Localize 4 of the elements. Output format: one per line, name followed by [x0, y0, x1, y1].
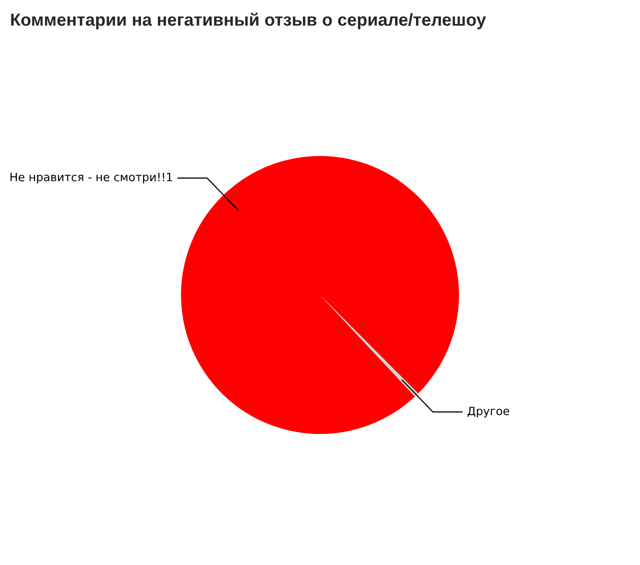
slice-label: Не нравится - не смотри!!1: [10, 172, 172, 184]
chart-title: Комментарии на негативный отзыв о сериале/телешоу: [11, 12, 486, 30]
slice-label: Другое: [468, 406, 510, 418]
pie-slice: [181, 156, 459, 434]
